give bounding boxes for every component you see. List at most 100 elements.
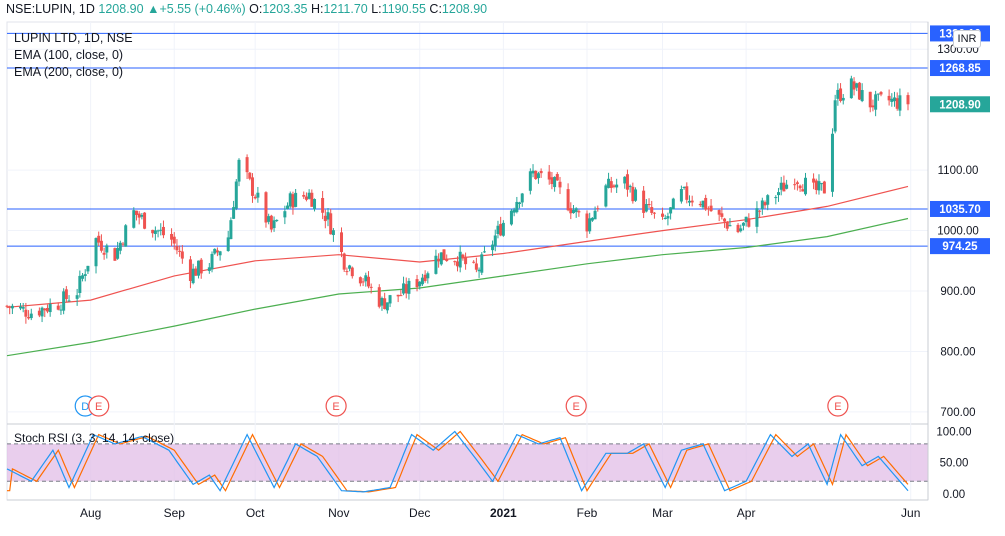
candle-body bbox=[43, 308, 47, 311]
last-price-label: 1208.90 bbox=[939, 99, 981, 111]
event-marker-label: E bbox=[332, 401, 339, 413]
level-badge bbox=[930, 60, 990, 77]
candle-body bbox=[623, 176, 627, 184]
rsi-tick-label: 50.00 bbox=[940, 458, 969, 470]
candle-body bbox=[571, 209, 575, 214]
candle-body bbox=[679, 188, 683, 202]
candle-body bbox=[518, 202, 522, 204]
candle-body bbox=[64, 289, 68, 300]
candle-body bbox=[477, 269, 481, 272]
candle-body bbox=[701, 200, 705, 208]
candle-body bbox=[687, 200, 691, 203]
candle-body bbox=[758, 210, 762, 212]
candle-body bbox=[685, 186, 689, 200]
level-label: 974.25 bbox=[942, 241, 978, 253]
candle-body bbox=[24, 309, 28, 317]
symbol-header: NSE:LUPIN, 1D 1208.90 ▲+5.55 (+0.46%) O:… bbox=[6, 2, 487, 16]
legend-ema200[interactable]: EMA (200, close, 0) bbox=[14, 65, 124, 79]
symbol-name[interactable]: NSE:LUPIN, 1D bbox=[6, 2, 95, 16]
candle-body bbox=[766, 195, 770, 205]
candle-body bbox=[661, 213, 665, 217]
candle-body bbox=[445, 258, 449, 261]
candle-body bbox=[396, 294, 400, 297]
stoch-rsi-title[interactable]: Stoch RSI (3, 3, 14, 14, close) bbox=[14, 431, 175, 445]
candle-body bbox=[615, 184, 619, 188]
candle-body bbox=[739, 228, 743, 232]
candle-body bbox=[420, 277, 424, 285]
candle-body bbox=[399, 295, 403, 297]
candle-body bbox=[860, 90, 864, 102]
candle-body bbox=[812, 178, 816, 183]
candle-body bbox=[323, 215, 327, 222]
candle-body bbox=[763, 202, 767, 206]
x-tick-label: Nov bbox=[328, 506, 349, 520]
event-marker bbox=[565, 395, 587, 417]
candle-body bbox=[207, 267, 211, 271]
candle-body bbox=[793, 184, 797, 186]
candle-body bbox=[380, 298, 384, 306]
candle-body bbox=[113, 248, 117, 261]
candle-body bbox=[121, 243, 125, 245]
candle-body bbox=[458, 251, 462, 268]
candle-body bbox=[803, 177, 807, 195]
candle-body bbox=[97, 235, 101, 243]
candle-body bbox=[849, 78, 853, 99]
candle-body bbox=[550, 177, 554, 185]
candle-body bbox=[830, 133, 834, 192]
axes: 700.00800.00900.001000.001100.001300.00A… bbox=[7, 22, 979, 520]
candle-body bbox=[59, 309, 63, 311]
candle-body bbox=[218, 251, 222, 256]
candle-body bbox=[871, 105, 875, 108]
close-label: C: bbox=[429, 2, 442, 16]
candle-body bbox=[294, 192, 298, 207]
candle-body bbox=[898, 95, 902, 111]
currency-badge[interactable]: INR bbox=[953, 30, 981, 48]
low-label: L: bbox=[371, 2, 382, 16]
candle-body bbox=[250, 177, 254, 196]
candle-body bbox=[275, 219, 279, 222]
candle-body bbox=[496, 225, 500, 234]
candle-body bbox=[795, 182, 799, 184]
candle-body bbox=[137, 213, 141, 218]
candle-body bbox=[520, 193, 524, 203]
candle-body bbox=[474, 263, 478, 270]
candle-body bbox=[553, 176, 557, 188]
candle-body bbox=[779, 182, 783, 190]
y-tick-label: 1100.00 bbox=[938, 165, 979, 177]
candle-body bbox=[10, 305, 14, 309]
candle-body bbox=[744, 216, 748, 223]
candle-body bbox=[480, 254, 484, 273]
candle-body bbox=[453, 261, 457, 263]
candle-body bbox=[159, 229, 163, 231]
candle-body bbox=[725, 222, 729, 229]
candle-body bbox=[890, 98, 894, 102]
candle-body bbox=[283, 211, 287, 218]
candle-body bbox=[836, 89, 840, 99]
candle-body bbox=[345, 271, 349, 273]
candle-body bbox=[134, 210, 138, 215]
candle-body bbox=[383, 298, 387, 309]
candle-body bbox=[741, 222, 745, 226]
open-label: O: bbox=[249, 2, 263, 16]
candle-body bbox=[817, 181, 821, 191]
x-tick-label: Sep bbox=[164, 506, 186, 520]
candle-body bbox=[156, 230, 160, 232]
candle-body bbox=[456, 261, 459, 267]
candle-body bbox=[612, 185, 616, 187]
legend-ema100[interactable]: EMA (100, close, 0) bbox=[14, 48, 124, 62]
candle-body bbox=[310, 192, 314, 207]
candle-body bbox=[593, 210, 597, 220]
candle-body bbox=[647, 204, 651, 206]
candle-body bbox=[124, 225, 128, 247]
last-price: 1208.90 bbox=[98, 2, 144, 16]
candle-body bbox=[99, 240, 103, 251]
candle-body bbox=[8, 306, 12, 308]
candle-body bbox=[67, 300, 71, 302]
candle-body bbox=[364, 275, 368, 282]
candle-body bbox=[464, 256, 468, 265]
candle-body bbox=[116, 248, 120, 259]
candle-body bbox=[402, 283, 406, 294]
candle-body bbox=[472, 261, 476, 263]
